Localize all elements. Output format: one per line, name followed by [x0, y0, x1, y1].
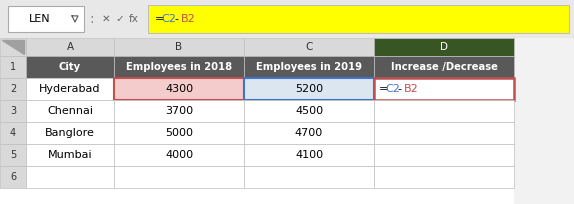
Text: Employees in 2019: Employees in 2019 [256, 62, 362, 72]
Text: 4: 4 [10, 128, 16, 138]
Text: :: : [90, 12, 94, 26]
Bar [26, 166, 114, 188]
Text: 3: 3 [10, 106, 16, 116]
Bar [244, 38, 374, 56]
Bar [114, 144, 244, 166]
Text: fx: fx [129, 14, 139, 24]
Text: ✕: ✕ [102, 14, 110, 24]
Bar [114, 78, 244, 100]
Bar [374, 38, 514, 56]
Bar [26, 144, 114, 166]
Text: C2: C2 [161, 14, 176, 24]
Bar [0, 78, 26, 100]
Bar [0, 0, 574, 38]
Text: Increase /Decrease: Increase /Decrease [390, 62, 498, 72]
Bar [0, 38, 26, 56]
Text: =: = [379, 84, 389, 94]
Text: C2: C2 [385, 84, 400, 94]
Text: B2: B2 [181, 14, 196, 24]
Bar [374, 122, 514, 144]
Text: =: = [155, 14, 164, 24]
Bar [374, 166, 514, 188]
Text: 4300: 4300 [165, 84, 193, 94]
Bar [244, 166, 374, 188]
Text: 4100: 4100 [295, 150, 323, 160]
Bar [374, 144, 514, 166]
Bar [0, 38, 574, 204]
Bar [26, 56, 114, 78]
Text: 5000: 5000 [165, 128, 193, 138]
Text: 4000: 4000 [165, 150, 193, 160]
Bar [374, 56, 514, 78]
Bar [244, 144, 374, 166]
Bar [0, 100, 26, 122]
Text: 2: 2 [10, 84, 16, 94]
Bar [26, 78, 114, 100]
Text: B2: B2 [404, 84, 419, 94]
Bar [26, 100, 114, 122]
Bar [0, 122, 26, 144]
Bar [26, 122, 114, 144]
Bar [8, 6, 84, 32]
Text: LEN: LEN [29, 14, 51, 24]
Text: Employees in 2018: Employees in 2018 [126, 62, 232, 72]
Text: B: B [176, 42, 183, 52]
Text: Hyderabad: Hyderabad [39, 84, 101, 94]
Text: ✓: ✓ [115, 14, 125, 24]
Bar [114, 166, 244, 188]
Bar [114, 100, 244, 122]
Text: 3700: 3700 [165, 106, 193, 116]
Bar [114, 122, 244, 144]
Bar [244, 100, 374, 122]
Bar [374, 100, 514, 122]
Bar [114, 38, 244, 56]
Text: 1: 1 [10, 62, 16, 72]
Bar [114, 56, 244, 78]
Polygon shape [2, 40, 24, 54]
Text: 5: 5 [10, 150, 16, 160]
Text: 5200: 5200 [295, 84, 323, 94]
Bar [26, 38, 114, 56]
Bar [0, 56, 26, 78]
Bar [148, 5, 569, 33]
Bar [0, 38, 514, 204]
Bar [0, 144, 26, 166]
Text: -: - [174, 14, 179, 24]
Bar [244, 78, 374, 100]
Bar [244, 56, 374, 78]
Bar [244, 122, 374, 144]
Text: C: C [305, 42, 313, 52]
Text: City: City [59, 62, 81, 72]
Text: A: A [67, 42, 73, 52]
Bar [0, 166, 26, 188]
Text: Chennai: Chennai [47, 106, 93, 116]
Text: D: D [440, 42, 448, 52]
Text: 4500: 4500 [295, 106, 323, 116]
Text: 4700: 4700 [295, 128, 323, 138]
Bar [374, 78, 514, 100]
Text: Banglore: Banglore [45, 128, 95, 138]
Text: Mumbai: Mumbai [48, 150, 92, 160]
Text: -: - [398, 84, 402, 94]
Text: 6: 6 [10, 172, 16, 182]
